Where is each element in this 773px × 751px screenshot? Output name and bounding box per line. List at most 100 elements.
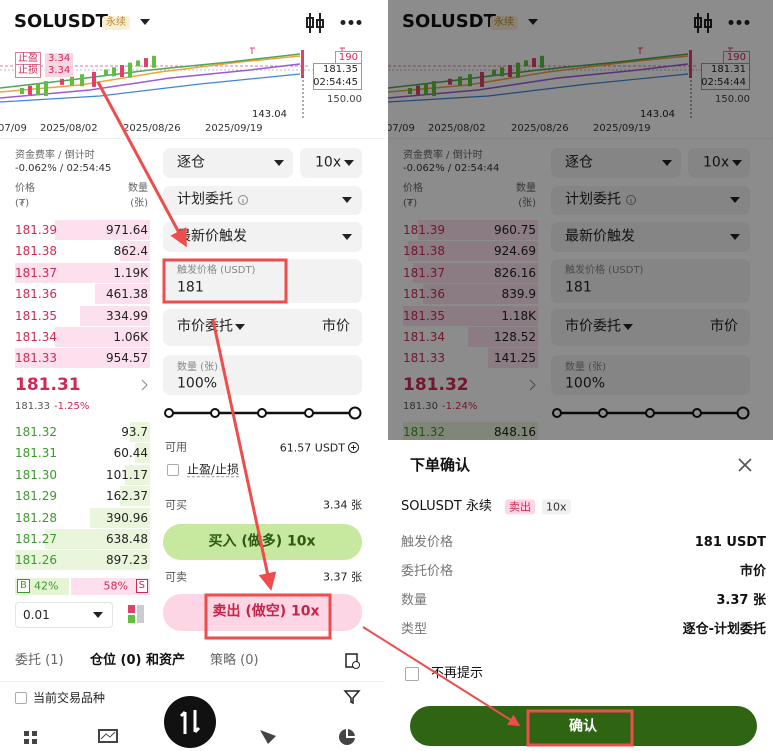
last-price[interactable]: 181.32 xyxy=(403,374,469,395)
ask-qty: 924.69 xyxy=(494,244,536,259)
ask-price: 181.36 xyxy=(403,286,445,301)
buy-tag: B xyxy=(17,579,30,593)
ask-price: 181.33 xyxy=(15,351,57,366)
qty-value: 100% xyxy=(177,375,218,392)
dropdown-arrow xyxy=(344,160,354,166)
ask-price: 181.39 xyxy=(403,222,445,237)
book-layout-icon xyxy=(128,605,144,623)
chart-level: 150.00 xyxy=(715,94,750,105)
ask-qty: 1.06K xyxy=(113,329,148,344)
ask-depth-bar xyxy=(95,284,150,305)
info-icon xyxy=(626,195,636,205)
exec-type[interactable] xyxy=(551,309,750,346)
chart-date: 07/09 xyxy=(0,123,27,134)
dropdown-arrow xyxy=(235,324,245,330)
chart-date: 2025/09/19 xyxy=(205,123,263,134)
dialog-leverage: 10x xyxy=(542,499,571,515)
exec-type-text: 市价委托 xyxy=(565,318,621,335)
bid-depth-bar xyxy=(130,422,150,442)
tabs-divider xyxy=(0,681,385,682)
ask-depth-bar xyxy=(15,348,150,369)
bid-qty: 897.23 xyxy=(106,553,148,568)
ask-price: 181.38 xyxy=(15,244,57,259)
last-price[interactable]: 181.31 xyxy=(15,374,81,395)
ask-qty: 826.16 xyxy=(494,265,536,280)
ask-depth-bar xyxy=(408,241,538,262)
order-type-text: 计划委托 xyxy=(565,191,621,208)
sell-ratio: 58% xyxy=(103,579,128,593)
chart-divider xyxy=(388,138,773,139)
dropdown-arrow xyxy=(732,160,742,166)
mark-price: 181.30 xyxy=(403,401,438,412)
buy-label: 可买 xyxy=(165,498,187,512)
trigger-type[interactable] xyxy=(163,222,362,252)
trigger-type[interactable] xyxy=(551,222,750,252)
detail-label: 委托价格 xyxy=(401,564,454,580)
tab-positions[interactable]: 仓位 (0) 和资产 xyxy=(90,653,185,669)
chart-date: 07/09 xyxy=(388,123,415,134)
precision-select[interactable] xyxy=(15,602,113,628)
ask-price: 181.33 xyxy=(403,351,445,366)
close-icon xyxy=(738,458,752,472)
qty-input[interactable] xyxy=(551,355,750,395)
order-type[interactable] xyxy=(551,186,750,215)
trigger-value: 181 xyxy=(565,279,592,296)
ask-qty: 128.52 xyxy=(494,329,536,344)
qty-unit: (张) xyxy=(130,198,148,209)
detail-label: 类型 xyxy=(401,622,428,638)
chart-date: 2025/09/19 xyxy=(593,123,651,134)
ask-qty: 1.19K xyxy=(113,265,148,280)
dont-show-checkbox[interactable] xyxy=(405,667,419,681)
bid-depth-bar xyxy=(403,422,538,442)
bid-price: 181.26 xyxy=(15,553,57,568)
ask-qty: 1.18K xyxy=(501,308,536,323)
chart-low: 143.04 xyxy=(252,109,287,120)
ask-qty: 461.38 xyxy=(106,286,148,301)
leverage[interactable] xyxy=(688,148,750,178)
dropdown-arrow xyxy=(93,612,103,618)
qty-unit: (张) xyxy=(518,198,536,209)
ask-price: 181.37 xyxy=(403,265,445,280)
dim-overlay xyxy=(388,0,773,440)
qty-label: 数量 (张) xyxy=(565,362,606,373)
exec-price: 市价 xyxy=(710,318,738,335)
leverage[interactable] xyxy=(300,148,362,178)
symbol: SOLUSDT xyxy=(402,11,496,33)
chart-divider xyxy=(0,138,385,139)
tab-orders[interactable]: 委托 (1) xyxy=(15,653,64,669)
chart-date: 2025/08/26 xyxy=(123,123,181,134)
tab-strategies[interactable]: 策略 (0) xyxy=(210,653,259,669)
detail-label: 触发价格 xyxy=(401,535,454,551)
confirm-text[interactable]: 确认 xyxy=(569,718,597,735)
leverage-text: 10x xyxy=(703,154,730,171)
ask-qty: 954.57 xyxy=(106,351,148,366)
detail-label: 数量 xyxy=(401,593,428,609)
sell-label: 可卖 xyxy=(165,570,187,584)
more-icon xyxy=(728,20,750,25)
margin-mode[interactable] xyxy=(551,148,681,178)
qty-slider xyxy=(164,406,362,420)
order-type[interactable] xyxy=(163,186,362,215)
ask-price: 181.34 xyxy=(403,329,445,344)
sell-tag: S xyxy=(135,579,148,593)
trigger-input[interactable] xyxy=(551,259,750,303)
ask-depth-bar xyxy=(413,262,538,283)
bid-price: 181.32 xyxy=(403,424,445,439)
ask-price: 181.38 xyxy=(403,244,445,259)
contract-tag: 永续 xyxy=(490,16,518,30)
margin-mode-text: 逐仓 xyxy=(565,154,593,171)
filter-checkbox[interactable] xyxy=(15,692,27,704)
history-icon xyxy=(345,653,360,669)
trigger-value: 181 xyxy=(177,279,204,296)
trigger-type-text: 最新价触发 xyxy=(565,228,635,245)
chart-date: 2025/08/26 xyxy=(511,123,569,134)
exec-type-text: 市价委托 xyxy=(177,318,233,335)
ask-depth-bar xyxy=(55,327,150,347)
dropdown-arrow xyxy=(342,197,352,203)
chart-price: 181.31 xyxy=(711,64,746,75)
leverage-text: 10x xyxy=(315,154,342,171)
sell-button-text: 卖出 (做空) 10x xyxy=(212,603,320,620)
tpsl-checkbox[interactable] xyxy=(167,464,179,476)
ask-price: 181.37 xyxy=(15,265,57,280)
